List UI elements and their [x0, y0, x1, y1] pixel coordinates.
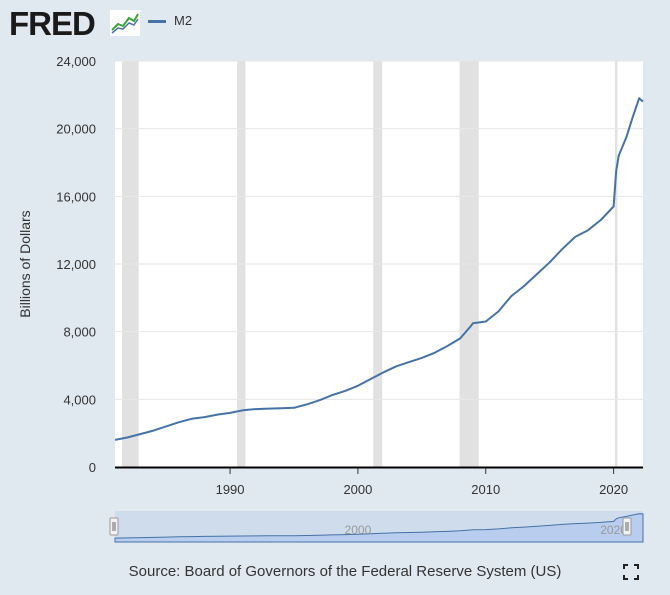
navigator-handle-left[interactable] — [109, 517, 119, 536]
fred-logo[interactable]: FRED — [9, 5, 96, 42]
y-axis-label: Billions of Dollars — [17, 210, 33, 317]
y-tick-label: 20,000 — [56, 122, 96, 137]
x-tick-label: 2020 — [599, 482, 628, 497]
x-axis-ticks: 1990 2000 2010 2020 — [216, 467, 628, 497]
grid-lines — [115, 60, 643, 400]
y-tick-label: 8,000 — [63, 325, 96, 340]
x-tick-label: 1990 — [216, 482, 245, 497]
x-tick-label: 2010 — [471, 482, 500, 497]
navigator-ticks: 2000 2020 — [345, 523, 628, 537]
y-tick-label: 0 — [89, 460, 96, 475]
y-tick-label: 12,000 — [56, 257, 96, 272]
header: FRED M2 — [0, 0, 670, 50]
fullscreen-icon[interactable] — [623, 564, 639, 580]
navigator-tick-label: 2000 — [345, 523, 372, 537]
y-tick-label: 24,000 — [56, 54, 96, 69]
source-note: Source: Board of Governors of the Federa… — [128, 563, 562, 580]
y-tick-label: 16,000 — [56, 189, 96, 204]
navigator-area — [114, 513, 644, 543]
range-navigator[interactable]: 2000 2020 — [109, 511, 644, 543]
x-tick-label: 2000 — [343, 482, 372, 497]
y-axis-ticks: 0 4,000 8,000 12,000 16,000 20,000 24,000 — [56, 54, 96, 475]
y-tick-label: 4,000 — [63, 392, 96, 407]
navigator-tick-label: 2020 — [600, 523, 627, 537]
legend-swatch[interactable] — [148, 20, 166, 23]
series-line-m2[interactable] — [114, 97, 644, 441]
legend-label[interactable]: M2 — [174, 13, 193, 28]
fred-graph-icon — [110, 10, 140, 36]
navigator-handle-right[interactable] — [622, 517, 632, 536]
